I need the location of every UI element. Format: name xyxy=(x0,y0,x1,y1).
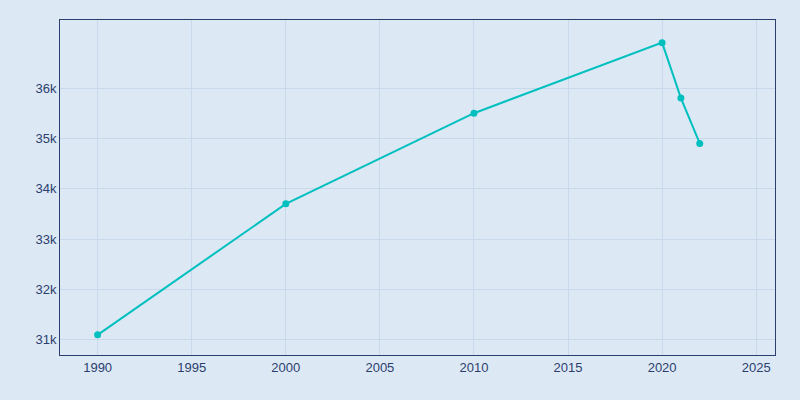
svg-text:2010: 2010 xyxy=(459,360,488,375)
svg-text:32k: 32k xyxy=(35,282,56,297)
svg-text:31k: 31k xyxy=(35,332,56,347)
svg-text:1995: 1995 xyxy=(177,360,206,375)
svg-text:2025: 2025 xyxy=(742,360,771,375)
svg-text:2015: 2015 xyxy=(554,360,583,375)
svg-text:2000: 2000 xyxy=(271,360,300,375)
svg-text:2020: 2020 xyxy=(648,360,677,375)
svg-text:36k: 36k xyxy=(35,81,56,96)
svg-text:1990: 1990 xyxy=(83,360,112,375)
svg-text:34k: 34k xyxy=(35,181,56,196)
svg-text:33k: 33k xyxy=(35,232,56,247)
svg-text:2005: 2005 xyxy=(365,360,394,375)
svg-text:35k: 35k xyxy=(35,131,56,146)
